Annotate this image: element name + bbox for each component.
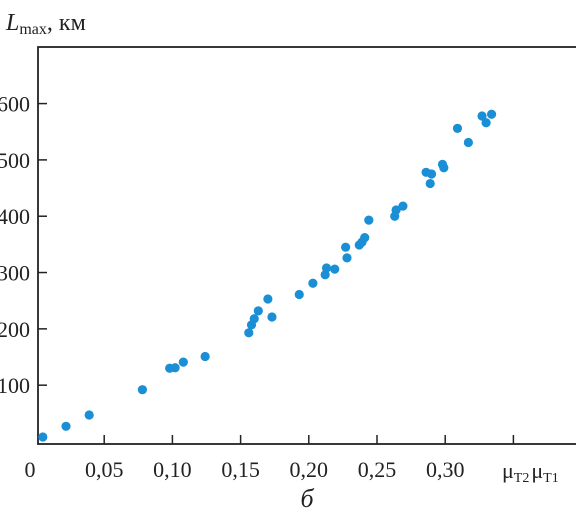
data-point — [391, 205, 401, 215]
data-point — [244, 328, 254, 338]
x-tick-label: 0,05 — [85, 457, 124, 482]
data-point — [481, 118, 491, 128]
data-point — [452, 123, 463, 133]
data-point — [267, 312, 277, 322]
data-point — [426, 169, 437, 179]
data-points — [38, 109, 497, 442]
data-point — [341, 242, 351, 252]
data-point — [330, 264, 340, 274]
y-tick-label: 600 — [0, 92, 30, 117]
data-point — [38, 432, 48, 442]
x-axis-ticks: 0 0,05 0,10 0,15 0,20 0,25 0,30 — [25, 435, 515, 482]
data-point — [294, 289, 304, 300]
plot-frame — [37, 46, 576, 445]
data-point — [178, 357, 188, 367]
data-point — [364, 215, 374, 225]
data-point — [425, 178, 435, 189]
data-point — [398, 201, 408, 211]
data-point — [308, 278, 318, 288]
y-axis-ticks: 100 200 300 400 500 600 — [0, 92, 47, 398]
x-tick-label: 0,15 — [221, 457, 260, 482]
data-point — [170, 363, 180, 373]
data-point — [263, 294, 273, 304]
x-tick-label: 0,30 — [426, 457, 465, 482]
data-point — [342, 253, 352, 263]
data-point — [61, 421, 71, 431]
x-tick-label: 0,10 — [153, 457, 192, 482]
y-tick-label: 100 — [0, 373, 30, 398]
x-axis-label: μT2μT1 — [502, 458, 559, 486]
data-point — [360, 233, 370, 243]
y-tick-label: 400 — [0, 204, 30, 229]
x-tick-label: 0,25 — [358, 457, 397, 482]
data-point — [486, 109, 497, 119]
data-point — [200, 351, 210, 362]
data-point — [249, 314, 259, 324]
x-tick-label: 0,20 — [290, 457, 329, 482]
data-point — [321, 263, 332, 273]
data-point — [477, 111, 487, 121]
data-point — [463, 137, 473, 148]
data-point — [137, 385, 147, 395]
y-tick-label: 300 — [0, 261, 30, 286]
figure-caption: б — [300, 484, 314, 513]
y-axis-label: Lmax, км — [5, 10, 86, 38]
data-point — [253, 306, 263, 316]
y-tick-label: 200 — [0, 317, 30, 342]
x-tick-label: 0 — [25, 457, 36, 482]
data-point — [439, 163, 449, 173]
data-point — [84, 410, 94, 420]
y-tick-label: 500 — [0, 148, 30, 173]
